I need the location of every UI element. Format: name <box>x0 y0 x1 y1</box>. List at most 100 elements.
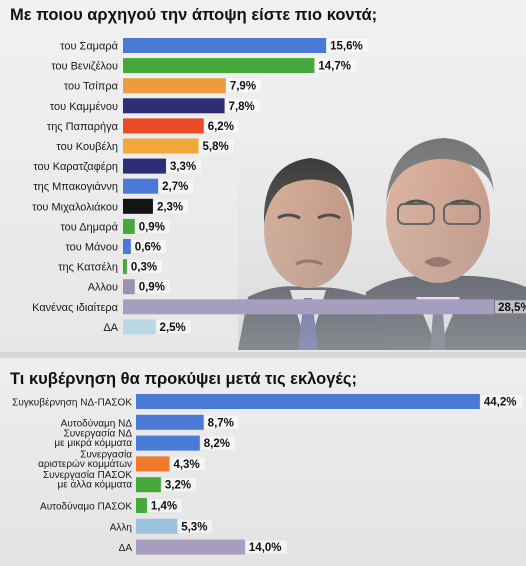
value-label: 14,0% <box>249 542 282 554</box>
value-label-bg <box>200 436 235 450</box>
bar <box>123 198 153 214</box>
value-label-bg <box>226 79 261 93</box>
value-label: 15,6% <box>330 41 363 53</box>
category-label: του Δημαρά <box>60 221 118 233</box>
category-label: του Μάνου <box>65 242 118 254</box>
value-label-bg <box>480 395 522 408</box>
category-label: ΔΑ <box>119 543 133 554</box>
value-label-bg <box>131 240 166 253</box>
value-label: 3,3% <box>170 161 196 173</box>
bar <box>123 218 135 234</box>
value-label-bg <box>147 499 182 512</box>
value-label: 7,9% <box>230 81 256 93</box>
bar <box>123 279 135 295</box>
category-label: του Μιχαλολιάκου <box>32 201 118 213</box>
value-label: 0,3% <box>131 262 157 274</box>
value-label-bg <box>153 199 188 213</box>
value-label-bg <box>178 519 213 533</box>
category-label: Αυτοδύναμο ΠΑΣΟΚ <box>40 501 132 513</box>
value-label-bg <box>225 99 260 113</box>
value-label: 5,3% <box>181 521 207 533</box>
category-label: με άλλα κόμματα <box>57 479 132 491</box>
value-label: 4,3% <box>173 459 199 471</box>
bar <box>136 414 204 430</box>
value-label-bg <box>135 280 170 294</box>
category-label: του Καρατζαφέρη <box>33 161 118 173</box>
value-label: 8,2% <box>204 438 230 450</box>
category-label: Συνεργασία <box>80 448 132 460</box>
category-label: αριστερών κομμάτων <box>38 458 132 470</box>
bar <box>123 118 204 134</box>
value-label: 2,5% <box>160 322 186 334</box>
value-label: 0,9% <box>139 282 165 294</box>
value-label: 2,7% <box>162 181 188 193</box>
bar <box>136 435 200 451</box>
category-label: Κανένας ιδιαίτερα <box>32 302 119 314</box>
value-label-bg <box>315 59 357 73</box>
value-label: 2,3% <box>157 201 183 213</box>
chart1-plot: του Σαμαρά 15,6% του Βενιζέλου 14,7% του Τσί… <box>32 38 526 335</box>
value-label-bg <box>204 415 239 429</box>
category-label: του Βενιζέλου <box>51 61 118 73</box>
bar <box>136 518 178 534</box>
bar <box>136 498 147 513</box>
chart2-plot: Συγκυβέρνηση ΝΔ-ΠΑΣΟΚ 44,2% Αυτοδύναμη ΝΔ 8… <box>12 394 522 555</box>
bar <box>123 299 495 315</box>
government-chart-panel: Τι κυβέρνηση θα προκύψει μετά τις εκλογέ… <box>0 358 526 566</box>
bar <box>136 539 245 555</box>
leaders-chart-panel: Με ποιου αρχηγού την άποψη είστε πιο κον… <box>0 0 526 352</box>
value-label: 0,6% <box>135 242 161 254</box>
panel-divider <box>0 352 526 358</box>
category-label: ΔΑ <box>103 322 118 334</box>
value-label-bg <box>170 457 205 471</box>
value-label: 28,5% <box>498 302 526 314</box>
category-label: Συνεργασία ΠΑΣΟΚ <box>43 469 132 481</box>
bar <box>123 178 159 194</box>
bar <box>123 158 166 174</box>
value-label: 44,2% <box>484 397 517 409</box>
bar <box>123 78 226 94</box>
bar <box>123 98 225 114</box>
value-label: 1,4% <box>151 501 177 513</box>
value-label-bg <box>166 159 201 173</box>
bar <box>136 456 170 472</box>
value-label: 3,2% <box>165 480 191 492</box>
value-label-bg <box>204 119 239 133</box>
category-label: του Καμμένου <box>50 101 118 113</box>
category-label: με μικρά κόμματα <box>54 437 132 449</box>
value-label: 5,8% <box>203 141 229 153</box>
value-label-bg <box>199 139 234 153</box>
category-label: του Κουβέλη <box>56 141 118 153</box>
value-label-bg <box>495 300 526 314</box>
value-label: 7,8% <box>229 101 255 113</box>
chart-title: Τι κυβέρνηση θα προκύψει μετά τις εκλογέ… <box>10 370 357 388</box>
value-label-bg <box>161 478 196 492</box>
bar <box>136 477 161 493</box>
bar <box>136 394 480 409</box>
category-label: Αλλη <box>110 522 132 533</box>
bar <box>123 239 131 254</box>
bar <box>123 319 156 335</box>
category-label: Αυτοδύναμη ΝΔ <box>61 417 133 429</box>
bar <box>123 259 127 275</box>
category-label: Αλλου <box>88 282 118 294</box>
value-label-bg <box>127 260 162 274</box>
value-label-bg <box>159 179 194 193</box>
bar <box>123 58 315 74</box>
value-label-bg <box>327 39 369 52</box>
category-label: της Παπαρήγα <box>47 121 119 133</box>
value-label: 8,7% <box>208 417 234 429</box>
value-label-bg <box>245 540 287 554</box>
value-label: 0,9% <box>139 221 165 233</box>
category-label: της Κατσέλη <box>58 262 118 274</box>
chart-title: Με ποιου αρχηγού την άποψη είστε πιο κον… <box>10 6 378 24</box>
value-label-bg <box>135 219 170 233</box>
bar <box>123 38 327 53</box>
category-label: του Σαμαρά <box>60 41 118 53</box>
category-label: Συνεργασία ΝΔ <box>64 428 133 440</box>
category-label: του Τσίπρα <box>64 81 119 93</box>
value-label: 6,2% <box>208 121 234 133</box>
value-label-bg <box>156 320 191 334</box>
category-label: της Μπακογιάννη <box>33 181 118 193</box>
bar <box>123 138 199 154</box>
